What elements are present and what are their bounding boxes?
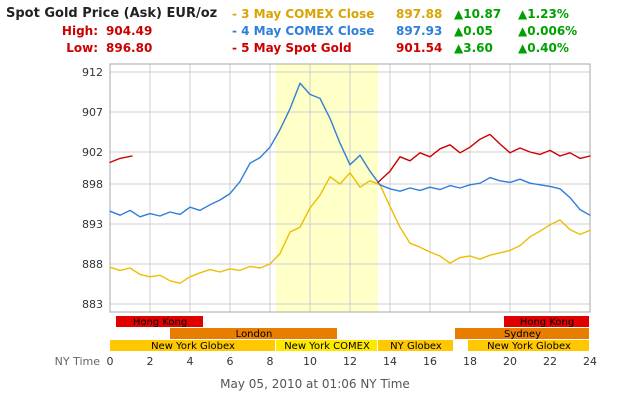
y-axis-tick-label: 898 — [82, 178, 103, 191]
session-bar-label: New York Globex — [487, 341, 571, 352]
legend-value-3may: 897.88 — [396, 6, 443, 21]
header-row-title: Spot Gold Price (Ask) EUR/oz - 3 May COM… — [6, 5, 624, 22]
y-axis-tick-label: 888 — [82, 258, 103, 271]
session-bar-hong-kong — [504, 316, 589, 327]
high-cell: High: 904.49 — [6, 24, 232, 38]
y-axis-tick-label: 907 — [82, 106, 103, 119]
price-line-4-may-comex-close — [109, 82, 591, 218]
low-label: Low: — [66, 40, 98, 55]
y-axis-tick-label: 912 — [82, 66, 103, 79]
session-bar-new-york-comex — [276, 340, 377, 351]
legend-change-5may: ▲3.60 — [454, 40, 493, 55]
low-value: 896.80 — [106, 40, 153, 55]
legend-value-4may: 897.93 — [396, 23, 443, 38]
x-axis-tick-label: 4 — [187, 355, 194, 368]
x-axis-tick-label: 24 — [583, 355, 597, 368]
session-bar-new-york-globex — [110, 340, 275, 351]
low-cell: Low: 896.80 — [6, 41, 232, 55]
y-axis-tick-label: 902 — [82, 146, 103, 159]
legend-change-4may: ▲0.05 — [454, 23, 493, 38]
session-bar-london — [170, 328, 337, 339]
x-axis-tick-label: 12 — [343, 355, 357, 368]
y-axis-tick-label: 893 — [82, 218, 103, 231]
session-bar-label: Hong Kong — [133, 317, 187, 328]
price-line-5-may-spot-gold — [109, 155, 133, 164]
legend-value-5may: 901.54 — [396, 40, 443, 55]
x-axis-tick-label: 16 — [423, 355, 437, 368]
legend-label-3may: - 3 May COMEX Close — [232, 6, 375, 21]
x-axis-tick-label: 6 — [227, 355, 234, 368]
session-bar-label: Sydney — [504, 329, 541, 340]
x-axis-tick-label: 22 — [543, 355, 557, 368]
session-bar-label: London — [236, 329, 273, 340]
session-bar-sydney — [455, 328, 589, 339]
x-axis-tick-label: 0 — [107, 355, 114, 368]
x-axis-tick-label: 18 — [463, 355, 477, 368]
legend-label-4may: - 4 May COMEX Close — [232, 23, 375, 38]
chart-header: Spot Gold Price (Ask) EUR/oz - 3 May COM… — [0, 0, 630, 56]
legend-change-pct-5may: ▲0.40% — [518, 40, 569, 55]
x-axis-tick-label: 8 — [267, 355, 274, 368]
page-title: Spot Gold Price (Ask) EUR/oz — [6, 6, 218, 21]
header-row-high: High: 904.49 - 4 May COMEX Close 897.93 … — [6, 22, 624, 39]
session-bar-ny-globex — [378, 340, 453, 351]
comex-session-band — [276, 64, 378, 312]
legend-label-5may: - 5 May Spot Gold — [232, 40, 352, 55]
session-bar-label: Hong Kong — [520, 317, 574, 328]
session-bar-hong-kong — [116, 316, 203, 327]
legend-change-pct-3may: ▲1.23% — [518, 6, 569, 21]
price-line-5-may-spot-gold — [377, 133, 591, 184]
x-axis-tick-label: 20 — [503, 355, 517, 368]
price-chart-canvas: 912 907 902 898 893 888 883 Hong Kong Hong Kong L… — [55, 63, 597, 368]
title-cell: Spot Gold Price (Ask) EUR/oz — [6, 6, 232, 21]
legend-change-3may: ▲10.87 — [454, 6, 502, 21]
session-bar-label: New York COMEX — [284, 341, 370, 352]
high-label: High: — [61, 23, 98, 38]
x-axis-tick-label: 10 — [303, 355, 317, 368]
price-line-3-may-comex-close — [109, 172, 591, 284]
header-row-low: Low: 896.80 - 5 May Spot Gold 901.54 ▲3.… — [6, 39, 624, 56]
x-axis-tick-label: 2 — [147, 355, 154, 368]
session-bar-new-york-globex — [468, 340, 589, 351]
y-axis-tick-label: 883 — [82, 298, 103, 311]
legend-change-pct-4may: ▲0.006% — [518, 23, 578, 38]
x-axis-unit-label: NY Time — [55, 355, 101, 368]
plot-border — [109, 63, 591, 313]
timestamp-caption: May 05, 2010 at 01:06 NY Time — [220, 377, 410, 391]
session-bar-label: New York Globex — [151, 341, 235, 352]
x-axis-tick-label: 14 — [383, 355, 397, 368]
session-bar-label: NY Globex — [390, 341, 442, 352]
high-value: 904.49 — [106, 23, 153, 38]
